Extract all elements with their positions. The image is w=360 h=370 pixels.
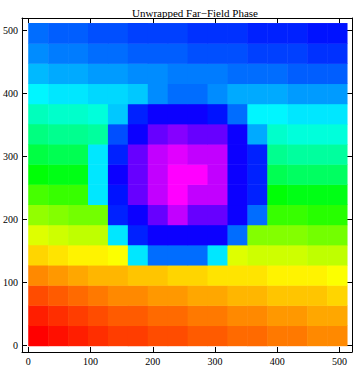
svg-text:500: 500 [3,25,18,36]
svg-text:0: 0 [26,356,31,367]
svg-text:0: 0 [13,340,18,351]
svg-text:Unwrapped Far−Field Phase: Unwrapped Far−Field Phase [132,7,258,19]
svg-text:200: 200 [145,356,160,367]
svg-text:500: 500 [332,356,347,367]
svg-text:300: 300 [208,356,223,367]
svg-text:300: 300 [3,151,18,162]
svg-text:200: 200 [3,214,18,225]
svg-text:100: 100 [3,277,18,288]
svg-text:400: 400 [270,356,285,367]
svg-text:400: 400 [3,88,18,99]
svg-text:100: 100 [83,356,98,367]
